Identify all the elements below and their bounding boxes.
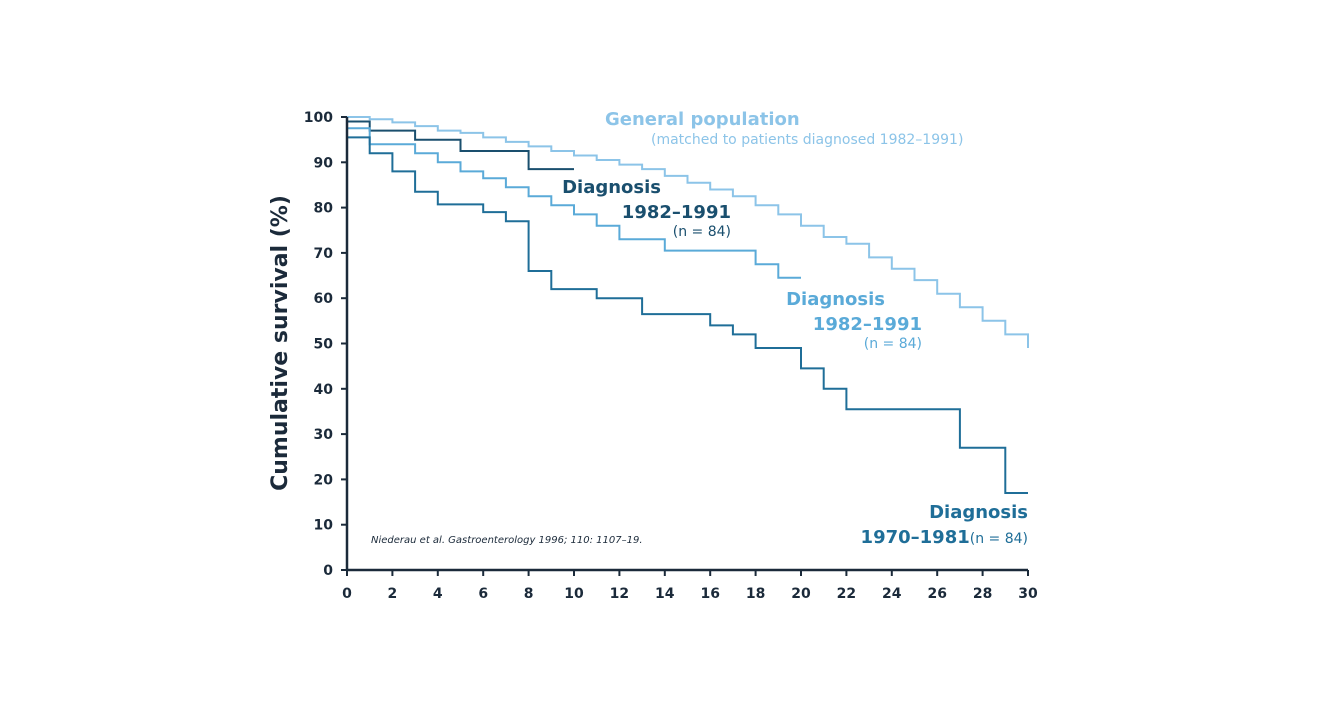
x-tick-label-0: 0 [342, 586, 352, 602]
x-tick-label-2: 2 [388, 586, 398, 602]
series-line-mid [347, 136, 1028, 494]
x-tick-label-10: 10 [564, 586, 584, 602]
dark-diagnosis-years: 1982–1991 [622, 202, 731, 223]
x-tick-label-22: 22 [837, 586, 856, 602]
x-tick-label-4: 4 [433, 586, 443, 602]
x-tick-label-14: 14 [655, 586, 675, 602]
light-diagnosis-title: Diagnosis [786, 289, 885, 310]
axes-layer [345, 117, 1028, 572]
y-tick-label-20: 20 [314, 472, 334, 488]
x-tick-label-24: 24 [882, 586, 902, 602]
dark-diagnosis-n: (n = 84) [673, 224, 731, 240]
y-tick-label-40: 40 [314, 382, 334, 398]
x-tick-label-28: 28 [973, 586, 992, 602]
x-tick-label-6: 6 [478, 586, 488, 602]
mid-diagnosis-n: (n = 84) [970, 531, 1028, 547]
y-tick-label-60: 60 [314, 291, 334, 307]
x-tick-label-18: 18 [746, 586, 765, 602]
series-line-general [347, 116, 1029, 348]
mid-diagnosis-years: 1970–1981 [861, 527, 970, 548]
citation: Niederau et al. Gastroenterology 1996; 1… [371, 535, 643, 546]
y-tick-label-10: 10 [314, 518, 334, 534]
y-axis-label: Cumulative survival (%) [268, 195, 293, 491]
mid-diagnosis-years-line: 1970–1981(n = 84) [861, 527, 1028, 548]
x-tick-label-30: 30 [1018, 586, 1038, 602]
general-population-title: General population [605, 109, 800, 130]
x-tick-label-8: 8 [524, 586, 534, 602]
y-tick-label-50: 50 [314, 337, 334, 353]
light-diagnosis-years: 1982–1991 [813, 314, 922, 335]
y-tick-label-80: 80 [314, 201, 334, 217]
y-tick-label-30: 30 [314, 427, 334, 443]
x-tick-label-26: 26 [927, 586, 946, 602]
y-tick-label-100: 100 [304, 110, 333, 126]
mid-diagnosis-title: Diagnosis [929, 502, 1028, 523]
x-tick-label-12: 12 [610, 586, 629, 602]
light-diagnosis-n: (n = 84) [864, 336, 922, 352]
series-line-light [347, 127, 801, 279]
y-tick-label-0: 0 [323, 563, 333, 579]
x-tick-label-20: 20 [791, 586, 811, 602]
series-layer [347, 116, 1029, 494]
dark-diagnosis-title: Diagnosis [562, 177, 661, 198]
ticks-layer: 0 2 4 6 8 10 12 14 16 18 20 22 24 26 28 300102030405060… [304, 110, 1038, 602]
y-tick-label-90: 90 [314, 155, 334, 171]
series-line-dark [347, 120, 574, 171]
general-population-subtitle: (matched to patients diagnosed 1982–1991… [651, 132, 963, 148]
x-tick-label-16: 16 [700, 586, 719, 602]
y-tick-label-70: 70 [314, 246, 334, 262]
